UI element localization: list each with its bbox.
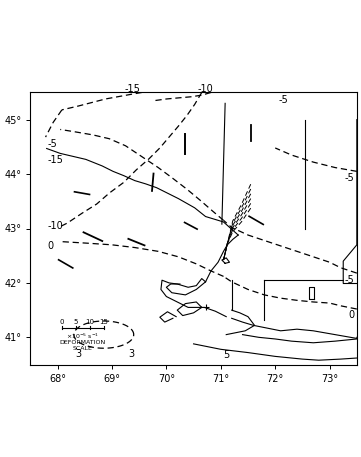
Text: 15: 15 bbox=[99, 319, 108, 325]
Text: -5: -5 bbox=[344, 275, 354, 285]
Text: 3: 3 bbox=[75, 349, 81, 359]
Text: -5: -5 bbox=[48, 139, 57, 149]
Text: DEFORMATION: DEFORMATION bbox=[60, 340, 106, 345]
Text: -15: -15 bbox=[125, 84, 140, 94]
Text: -5: -5 bbox=[278, 95, 288, 105]
Text: 3: 3 bbox=[128, 349, 134, 359]
Text: 0: 0 bbox=[60, 319, 64, 325]
Text: 0: 0 bbox=[48, 241, 54, 251]
Text: -15: -15 bbox=[48, 155, 64, 165]
Text: 5: 5 bbox=[223, 350, 229, 360]
Text: -10: -10 bbox=[198, 84, 213, 94]
Text: -5: -5 bbox=[344, 173, 354, 183]
Text: 0: 0 bbox=[348, 310, 354, 320]
Text: $\times10^{-5}$ s$^{-1}$: $\times10^{-5}$ s$^{-1}$ bbox=[66, 332, 99, 341]
Text: 10: 10 bbox=[85, 319, 94, 325]
Text: SCALE: SCALE bbox=[73, 346, 93, 351]
Text: -10: -10 bbox=[48, 221, 64, 231]
Text: 5: 5 bbox=[74, 319, 78, 325]
